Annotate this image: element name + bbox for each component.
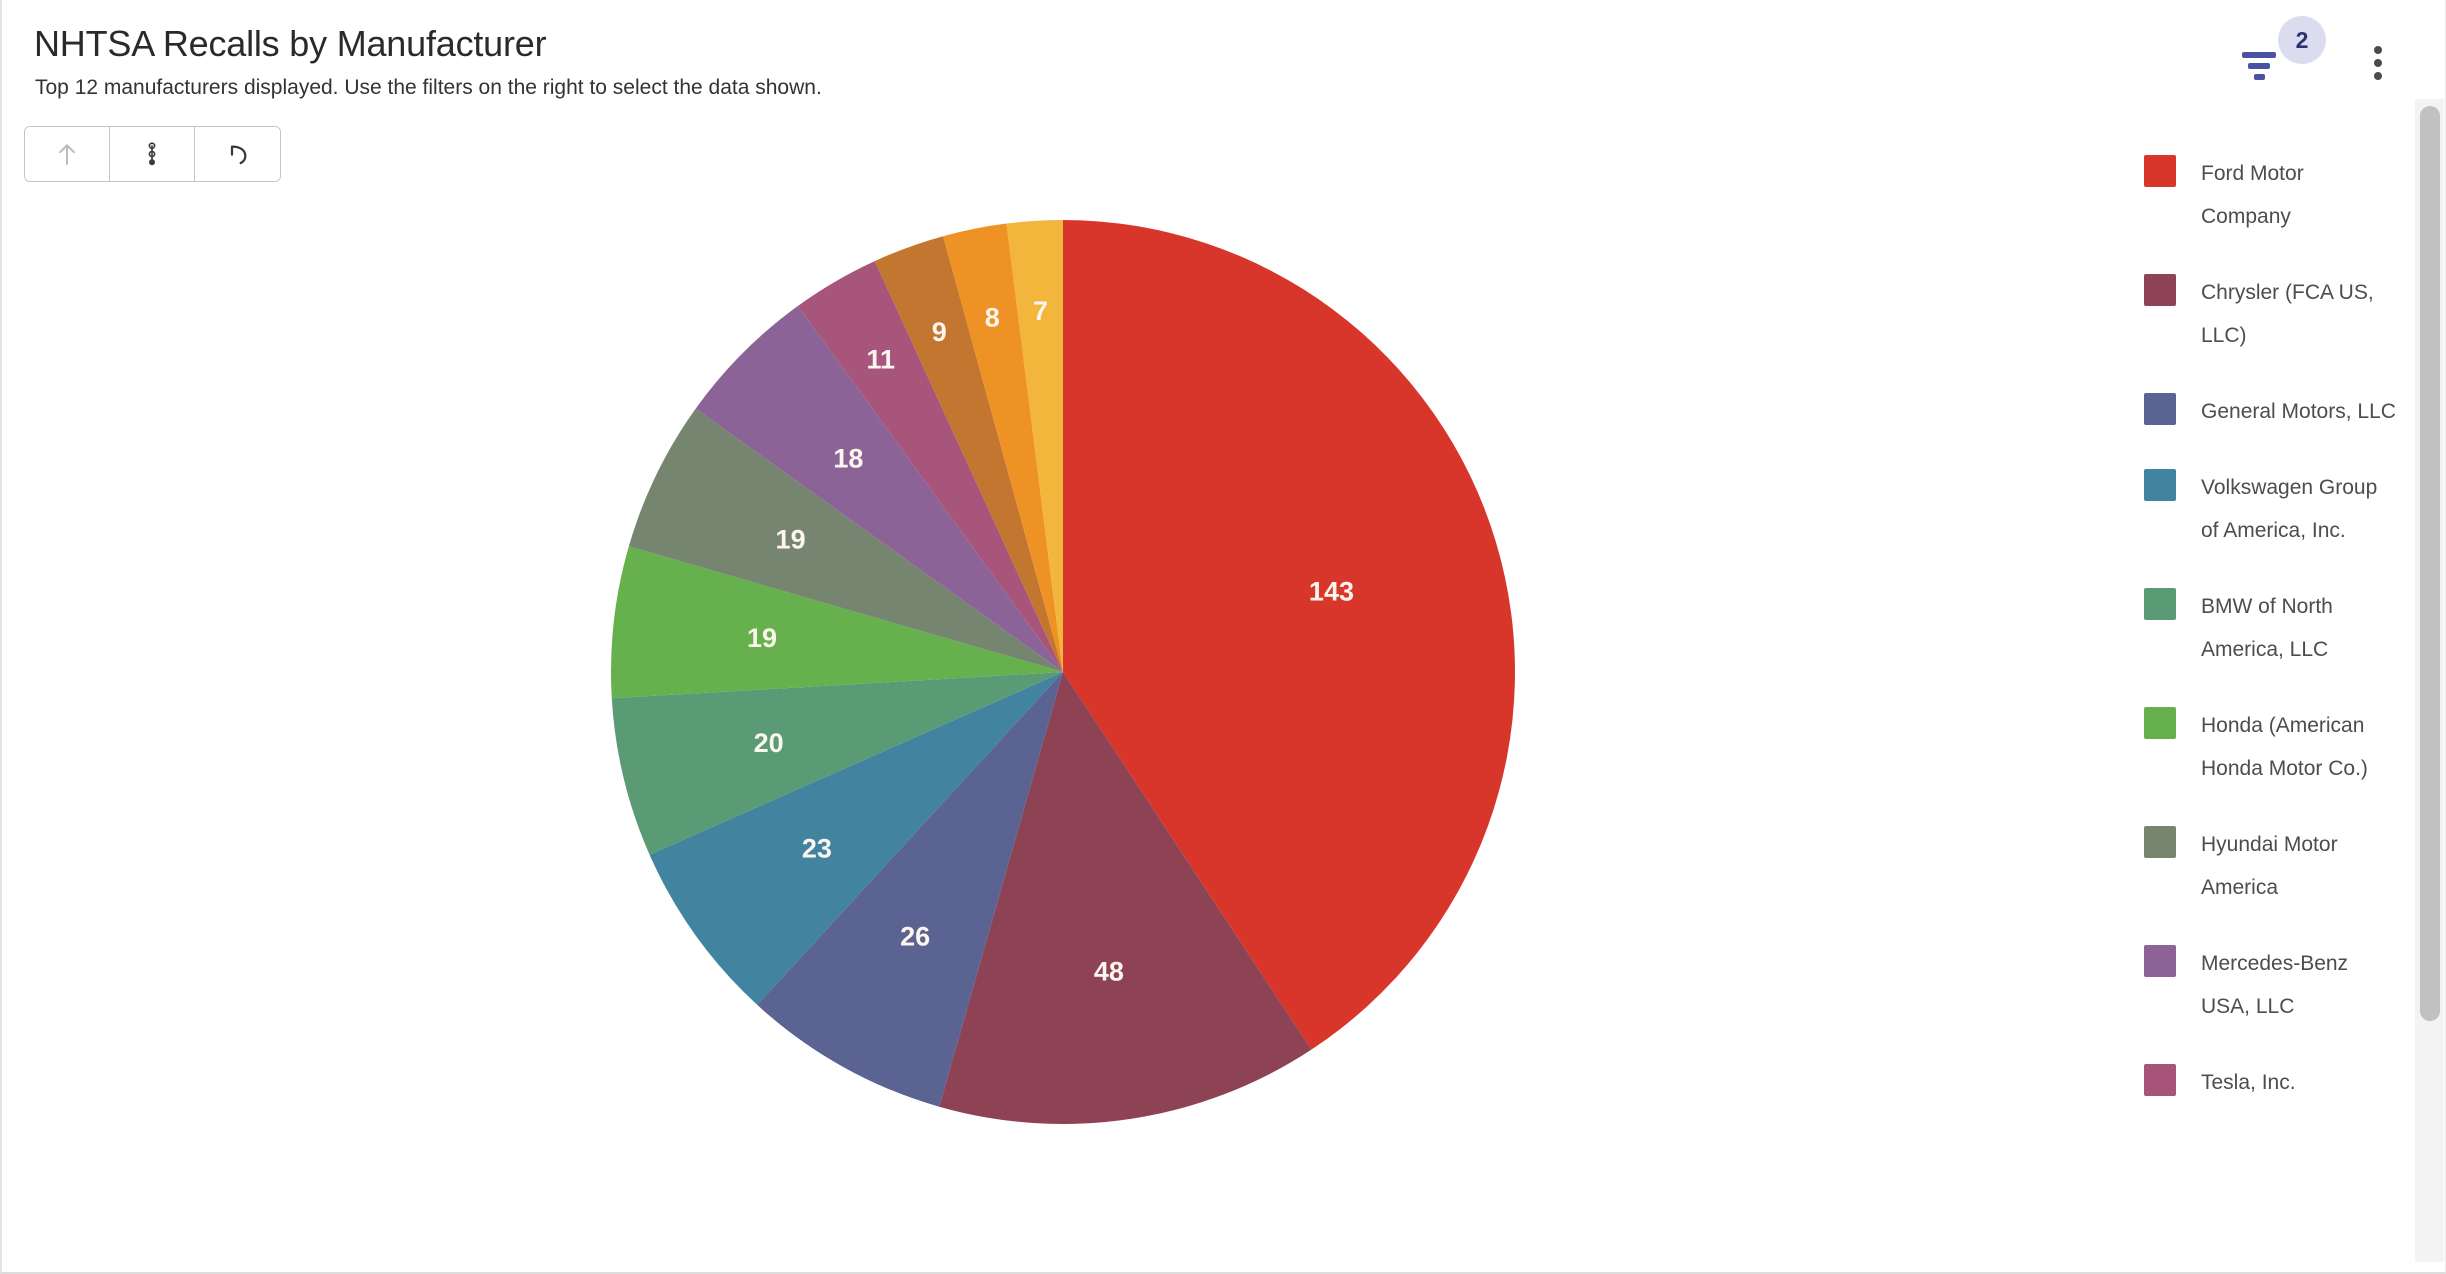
- page-subtitle: Top 12 manufacturers displayed. Use the …: [35, 76, 822, 99]
- legend-item-label: Tesla, Inc.: [2201, 1071, 2296, 1094]
- pie-chart-area: 143 48 26 23 20 19 19 18 11 9 8 7: [2, 130, 2132, 1260]
- legend-scrollbar-thumb[interactable]: [2420, 106, 2440, 1021]
- legend-item[interactable]: BMW of North America, LLC: [2144, 585, 2399, 671]
- chart-toolbar: [24, 126, 281, 182]
- legend-item[interactable]: Honda (American Honda Motor Co.): [2144, 704, 2399, 790]
- pie-slice-value-label: 19: [776, 525, 806, 555]
- legend-swatch: [2144, 826, 2176, 858]
- pie-slice-value-label: 7: [1033, 296, 1048, 326]
- undo-icon: [230, 145, 246, 165]
- legend-scrollbar-track[interactable]: [2415, 99, 2444, 1262]
- page-title: NHTSA Recalls by Manufacturer: [34, 23, 547, 64]
- legend-item[interactable]: General Motors, LLC: [2144, 390, 2399, 433]
- more-vertical-icon-dot-1: [2374, 46, 2382, 54]
- legend-item[interactable]: Mercedes-Benz USA, LLC: [2144, 942, 2399, 1028]
- pie-slice[interactable]: [939, 672, 1312, 1124]
- legend-item-label: Chrysler (FCA US, LLC): [2201, 281, 2374, 347]
- filter-icon: [2242, 52, 2276, 80]
- pie-slice[interactable]: [628, 408, 1063, 672]
- legend-swatch: [2144, 588, 2176, 620]
- pie-slice[interactable]: [874, 236, 1063, 672]
- legend-list: Ford Motor Company Chrysler (FCA US, LLC)…: [2144, 152, 2399, 1137]
- more-options-button[interactable]: [2363, 45, 2393, 81]
- pie-slice-value-label: 20: [754, 728, 784, 758]
- legend-swatch: [2144, 1064, 2176, 1096]
- pie-slice[interactable]: [1063, 220, 1516, 1050]
- pie-slice-value-label: 19: [747, 623, 777, 653]
- pie-slice-value-label: 18: [833, 443, 863, 473]
- pie-slice[interactable]: [797, 261, 1063, 672]
- legend-item[interactable]: Ford Motor Company: [2144, 152, 2399, 238]
- legend-item-label: General Motors, LLC: [2201, 400, 2396, 423]
- more-vertical-icon-dot-3: [2374, 72, 2382, 80]
- pie-slice[interactable]: [757, 672, 1063, 1107]
- pie-slice-value-label: 26: [900, 921, 930, 951]
- legend-swatch: [2144, 155, 2176, 187]
- more-vertical-icon-dot-2: [2374, 59, 2382, 67]
- pie-slice-value-label: 9: [932, 317, 947, 347]
- drill-up-button[interactable]: [25, 127, 110, 181]
- pie-slice[interactable]: [611, 672, 1063, 855]
- drill-down-button[interactable]: [110, 127, 195, 181]
- legend-item-label: Hyundai Motor America: [2201, 833, 2338, 899]
- legend-swatch: [2144, 707, 2176, 739]
- chart-legend[interactable]: Ford Motor Company Chrysler (FCA US, LLC)…: [2144, 100, 2399, 1250]
- pie-slice[interactable]: [943, 223, 1063, 673]
- pie-slice-value-label: 48: [1094, 956, 1124, 986]
- drill-down-icon: [148, 142, 156, 166]
- pie-slice[interactable]: [610, 546, 1063, 699]
- legend-item[interactable]: Volkswagen Group of America, Inc.: [2144, 466, 2399, 552]
- legend-item[interactable]: Tesla, Inc.: [2144, 1061, 2399, 1104]
- pie-slice[interactable]: [1006, 220, 1063, 672]
- legend-swatch: [2144, 393, 2176, 425]
- legend-item-label: Volkswagen Group of America, Inc.: [2201, 476, 2378, 542]
- legend-swatch: [2144, 945, 2176, 977]
- reset-button[interactable]: [195, 127, 280, 181]
- legend-item[interactable]: Hyundai Motor America: [2144, 823, 2399, 909]
- legend-swatch: [2144, 274, 2176, 306]
- pie-slice-value-label: 143: [1309, 577, 1354, 607]
- pie-slice[interactable]: [695, 305, 1063, 672]
- chart-header: NHTSA Recalls by Manufacturer Top 12 man…: [2, 0, 2446, 130]
- legend-item-label: Mercedes-Benz USA, LLC: [2201, 952, 2349, 1018]
- legend-item-label: BMW of North America, LLC: [2201, 595, 2333, 661]
- pie-slice-value-label: 23: [802, 833, 832, 863]
- pie-slice[interactable]: [649, 672, 1063, 1005]
- legend-item-label: Ford Motor Company: [2201, 162, 2304, 228]
- filter-button[interactable]: 2: [2240, 16, 2326, 82]
- legend-swatch: [2144, 469, 2176, 501]
- filter-count-badge: 2: [2278, 16, 2326, 64]
- legend-item-label: Honda (American Honda Motor Co.): [2201, 714, 2368, 780]
- pie-slice-value-label: 11: [867, 345, 896, 375]
- visual-header-controls: 2: [2185, 0, 2445, 110]
- arrow-up-icon: [59, 144, 75, 165]
- pie-slice-value-label: 8: [985, 302, 1000, 332]
- legend-item[interactable]: Chrysler (FCA US, LLC): [2144, 271, 2399, 357]
- pie-chart[interactable]: 143 48 26 23 20 19 19 18 11 9 8 7: [2, 130, 2132, 1260]
